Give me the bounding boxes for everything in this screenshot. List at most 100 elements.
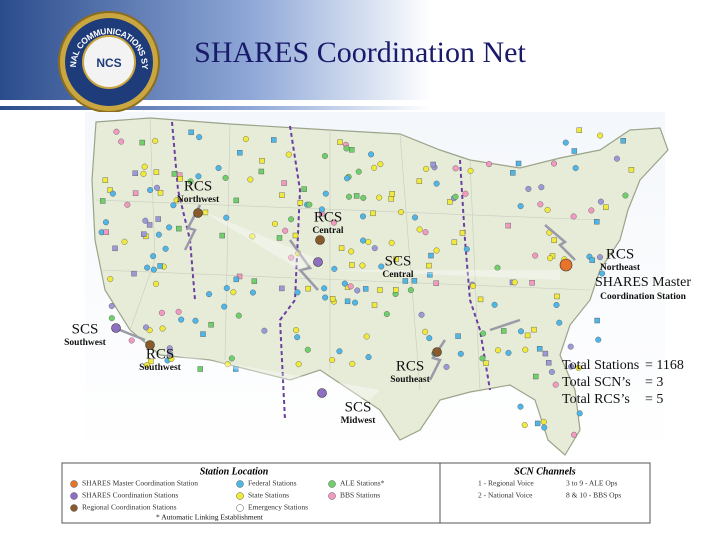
- station-dot: [389, 191, 395, 197]
- station-dot: [377, 287, 383, 293]
- station-dot: [148, 358, 154, 365]
- station-dot: [237, 150, 243, 156]
- station-dot: [331, 265, 338, 272]
- station-dot: [551, 160, 558, 167]
- station-dot: [622, 192, 629, 199]
- station-dot: [337, 139, 343, 145]
- station-dot: [305, 285, 311, 292]
- channel-item: 1 - Regional Voice: [478, 479, 534, 488]
- station-dot: [166, 345, 173, 352]
- station-dot: [377, 161, 384, 168]
- station-dot: [522, 346, 529, 353]
- station-dot: [99, 198, 106, 204]
- header-divider: [0, 100, 720, 106]
- station-dot: [279, 285, 285, 292]
- station-dot: [142, 217, 149, 224]
- station-dot: [177, 176, 183, 182]
- station-dot: [146, 222, 153, 228]
- station-dot: [131, 270, 137, 277]
- station-marker: [193, 208, 203, 218]
- total-value: = 5: [645, 392, 663, 407]
- station-dot: [363, 333, 370, 340]
- station-dot: [603, 204, 609, 210]
- station-dot: [451, 239, 458, 246]
- station-region: Southeast: [390, 375, 430, 385]
- station-dot: [462, 190, 469, 197]
- legend-swatch: [236, 492, 244, 500]
- station-dot: [143, 324, 150, 331]
- station-dot: [206, 291, 213, 298]
- station-dot: [341, 280, 348, 287]
- station-dot: [447, 199, 453, 205]
- station-dot: [534, 420, 541, 427]
- station-region: Southwest: [139, 363, 182, 373]
- station-dot: [152, 137, 159, 144]
- station-dot: [362, 286, 369, 292]
- station-dot: [109, 190, 116, 197]
- legend-swatch: [70, 492, 78, 500]
- station-dot: [108, 315, 115, 322]
- station-dot: [171, 171, 178, 177]
- station-dot: [259, 158, 265, 164]
- station-dot: [548, 368, 555, 375]
- station-dot: [422, 229, 429, 236]
- station-dot: [596, 254, 603, 261]
- legend-swatch: [236, 480, 244, 488]
- station-dot: [200, 331, 206, 337]
- station-dot: [371, 164, 378, 171]
- station-code: SCS: [385, 253, 412, 269]
- master-sub: Coordination Station: [600, 292, 686, 302]
- station-dot: [344, 175, 351, 182]
- station-dot: [157, 263, 163, 269]
- station-dot: [108, 303, 115, 310]
- station-dot: [242, 136, 249, 143]
- station-dot: [282, 227, 289, 234]
- station-dot: [540, 418, 547, 425]
- station-dot: [597, 132, 604, 139]
- station-dot: [517, 203, 524, 210]
- station-dot: [113, 128, 120, 135]
- station-region: Northeast: [600, 263, 641, 273]
- station-dot: [370, 210, 376, 217]
- station-dot: [288, 216, 295, 223]
- station-dot: [318, 206, 325, 213]
- station-dot: [359, 262, 366, 269]
- station-dot: [393, 287, 399, 293]
- station-dot: [426, 335, 433, 342]
- station-dot: [301, 186, 307, 192]
- station-dot: [411, 278, 418, 284]
- legend: Station Location SCN Channels SHARES Maste…: [61, 462, 651, 524]
- station-dot: [208, 321, 214, 328]
- station-dot: [536, 346, 543, 352]
- station-dot: [223, 285, 230, 292]
- station-dot: [228, 355, 235, 362]
- station-dot: [491, 301, 498, 308]
- station-dot: [588, 207, 595, 214]
- station-dot: [531, 326, 537, 333]
- station-code: RCS: [146, 346, 174, 362]
- station-dot: [221, 303, 228, 310]
- station-dot: [223, 214, 230, 221]
- station-dot: [281, 180, 287, 186]
- station-dot: [141, 163, 148, 170]
- station-dot: [525, 185, 532, 192]
- station-dot: [537, 201, 544, 208]
- station-dot: [518, 328, 525, 335]
- station-dot: [455, 333, 461, 339]
- station-dot: [132, 190, 139, 196]
- station-dot: [542, 350, 549, 357]
- station-dot: [412, 214, 419, 221]
- station-dot: [594, 218, 600, 225]
- legend-item: State Stations: [248, 491, 289, 500]
- station-dot: [102, 177, 109, 183]
- station-dot: [285, 151, 292, 158]
- station-dot: [567, 343, 574, 350]
- station-dot: [150, 266, 157, 273]
- station-dot: [433, 247, 440, 254]
- station-dot: [505, 349, 512, 356]
- station-dot: [233, 366, 239, 372]
- station-dot: [141, 231, 147, 237]
- station-dot: [271, 220, 278, 227]
- station-dot: [349, 147, 355, 153]
- station-dot: [368, 151, 375, 158]
